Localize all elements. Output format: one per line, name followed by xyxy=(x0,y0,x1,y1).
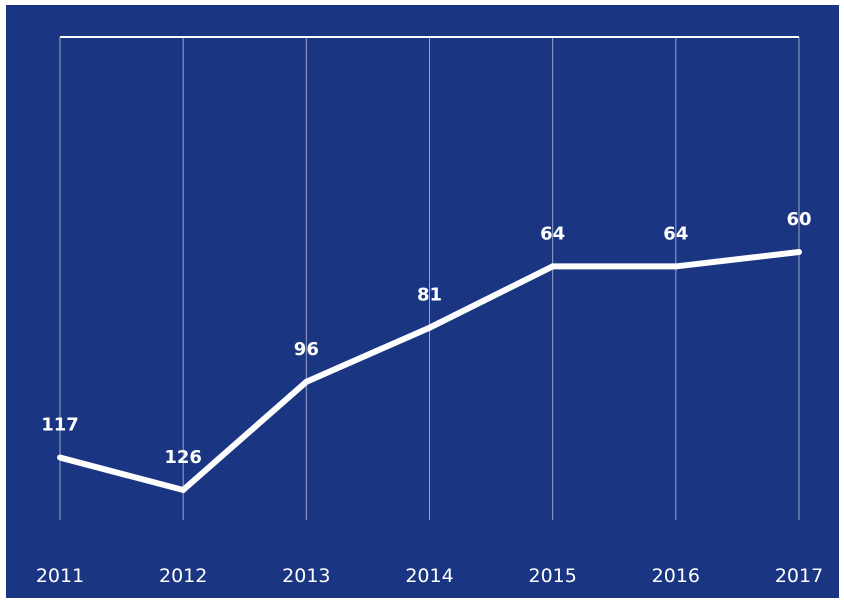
x-tick-label-2013: 2013 xyxy=(282,565,330,587)
data-label-2012: 126 xyxy=(164,447,202,468)
series-layer xyxy=(57,249,802,494)
x-tick-label-2016: 2016 xyxy=(652,565,700,587)
data-point-2013 xyxy=(303,378,310,385)
x-axis: 2011 2012 2013 2014 2015 2016 2017 xyxy=(36,565,823,587)
data-label-2013: 96 xyxy=(294,339,319,360)
data-point-2012 xyxy=(180,487,187,493)
data-label-2017: 60 xyxy=(786,209,811,230)
x-tick-label-2014: 2014 xyxy=(405,565,453,587)
data-point-2015 xyxy=(549,263,556,270)
data-label-2011: 117 xyxy=(41,415,79,436)
data-point-2016 xyxy=(672,263,679,270)
data-point-2011 xyxy=(57,454,63,461)
data-label-2014: 81 xyxy=(417,285,442,306)
data-point-2014 xyxy=(426,324,433,331)
grid-layer xyxy=(59,36,800,520)
x-tick-label-2012: 2012 xyxy=(159,565,207,587)
data-point-2017 xyxy=(796,249,802,255)
data-label-2016: 64 xyxy=(663,223,688,244)
data-label-2015: 64 xyxy=(540,223,565,244)
label-layer: 117 126 96 81 64 64 60 xyxy=(41,209,811,468)
chart-panel xyxy=(6,5,839,598)
x-tick-label-2017: 2017 xyxy=(775,565,823,587)
x-tick-label-2011: 2011 xyxy=(36,565,84,587)
x-tick-label-2015: 2015 xyxy=(528,565,576,587)
